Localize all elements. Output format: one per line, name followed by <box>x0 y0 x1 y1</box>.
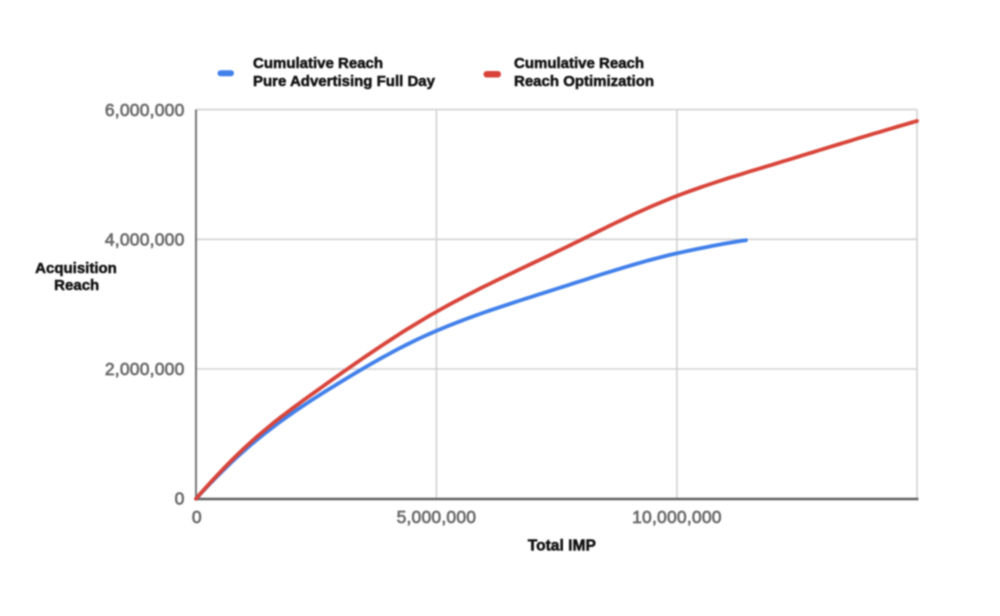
svg-text:10,000,000: 10,000,000 <box>632 507 722 527</box>
svg-text:Cumulative Reach: Cumulative Reach <box>253 55 383 72</box>
svg-text:Reach Optimization: Reach Optimization <box>514 73 654 90</box>
svg-text:Total IMP: Total IMP <box>528 538 596 555</box>
svg-text:Acquisition: Acquisition <box>35 260 117 277</box>
svg-text:Pure Advertising Full Day: Pure Advertising Full Day <box>253 73 436 90</box>
svg-text:2,000,000: 2,000,000 <box>105 359 185 379</box>
svg-text:0: 0 <box>175 489 185 509</box>
svg-text:Cumulative Reach: Cumulative Reach <box>514 55 644 72</box>
svg-text:6,000,000: 6,000,000 <box>105 100 185 120</box>
svg-text:5,000,000: 5,000,000 <box>397 507 477 527</box>
svg-text:4,000,000: 4,000,000 <box>105 230 185 250</box>
svg-text:0: 0 <box>192 507 202 527</box>
svg-text:Reach: Reach <box>54 277 99 294</box>
